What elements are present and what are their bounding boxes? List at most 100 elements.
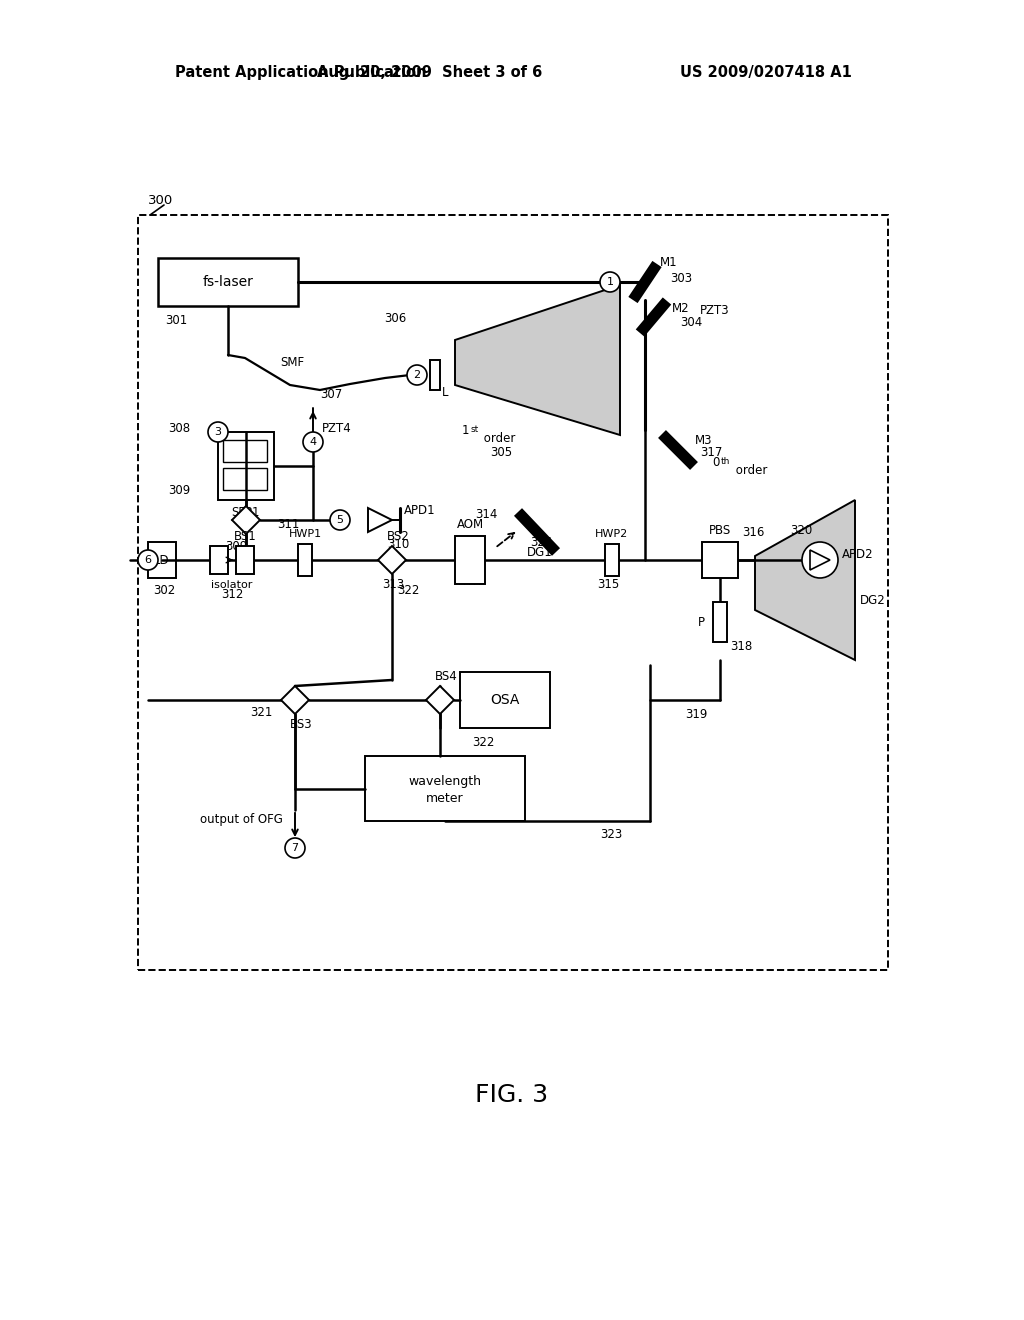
Text: BS3: BS3 bbox=[290, 718, 312, 730]
Text: 323: 323 bbox=[600, 829, 623, 842]
Text: 306: 306 bbox=[384, 312, 407, 325]
Text: isolator: isolator bbox=[211, 579, 253, 590]
Text: 309: 309 bbox=[168, 483, 190, 496]
Text: APD1: APD1 bbox=[404, 503, 435, 516]
Text: 324: 324 bbox=[530, 536, 552, 549]
Text: meter: meter bbox=[426, 792, 464, 805]
Text: 302: 302 bbox=[153, 583, 175, 597]
Text: M2: M2 bbox=[672, 301, 689, 314]
Text: BS2: BS2 bbox=[387, 529, 410, 543]
Text: st: st bbox=[471, 425, 479, 434]
Text: M1: M1 bbox=[660, 256, 678, 268]
Text: 303: 303 bbox=[670, 272, 692, 285]
Text: 305: 305 bbox=[490, 446, 512, 458]
Bar bbox=[223, 440, 267, 462]
Text: 310: 310 bbox=[387, 539, 410, 552]
Circle shape bbox=[407, 366, 427, 385]
Text: HWP2: HWP2 bbox=[595, 529, 629, 539]
Polygon shape bbox=[281, 686, 309, 714]
Text: 307: 307 bbox=[319, 388, 342, 401]
Polygon shape bbox=[232, 506, 260, 535]
Text: US 2009/0207418 A1: US 2009/0207418 A1 bbox=[680, 65, 852, 79]
Text: Aug. 20, 2009  Sheet 3 of 6: Aug. 20, 2009 Sheet 3 of 6 bbox=[317, 65, 543, 79]
Bar bbox=[236, 546, 254, 574]
Polygon shape bbox=[755, 500, 855, 660]
Text: 304: 304 bbox=[680, 317, 702, 330]
Text: 318: 318 bbox=[730, 640, 753, 653]
Text: M3: M3 bbox=[695, 433, 713, 446]
Bar bbox=[460, 672, 550, 729]
Bar bbox=[455, 536, 485, 583]
Text: DG1: DG1 bbox=[527, 545, 553, 558]
Text: 308: 308 bbox=[168, 421, 190, 434]
Bar bbox=[158, 257, 298, 306]
Polygon shape bbox=[368, 508, 392, 532]
Circle shape bbox=[303, 432, 323, 451]
Circle shape bbox=[802, 543, 838, 578]
Text: 312: 312 bbox=[221, 589, 243, 602]
Text: HWP1: HWP1 bbox=[289, 529, 322, 539]
Polygon shape bbox=[378, 546, 406, 574]
Text: 300: 300 bbox=[148, 194, 173, 206]
Text: 4: 4 bbox=[309, 437, 316, 447]
Circle shape bbox=[138, 550, 158, 570]
Text: 6: 6 bbox=[144, 554, 152, 565]
Text: output of OFG: output of OFG bbox=[200, 813, 283, 826]
Text: 0: 0 bbox=[712, 455, 720, 469]
Text: PZT3: PZT3 bbox=[700, 304, 730, 317]
Text: PZT4: PZT4 bbox=[322, 421, 352, 434]
Text: order: order bbox=[480, 432, 515, 445]
Text: 1: 1 bbox=[462, 424, 469, 437]
Bar bbox=[148, 543, 176, 578]
Circle shape bbox=[330, 510, 350, 531]
Text: 322: 322 bbox=[472, 735, 495, 748]
Bar bbox=[430, 360, 440, 389]
Polygon shape bbox=[426, 686, 454, 714]
Bar bbox=[138, 215, 888, 970]
Text: fs-laser: fs-laser bbox=[203, 275, 253, 289]
Bar bbox=[713, 602, 727, 642]
Polygon shape bbox=[455, 285, 620, 436]
Bar bbox=[210, 546, 228, 574]
Bar bbox=[702, 543, 738, 578]
Text: th: th bbox=[721, 458, 730, 466]
Text: FIG. 3: FIG. 3 bbox=[475, 1082, 549, 1107]
Circle shape bbox=[208, 422, 228, 442]
Text: SFP1: SFP1 bbox=[231, 506, 260, 519]
Text: order: order bbox=[732, 463, 767, 477]
Text: APD2: APD2 bbox=[842, 549, 873, 561]
Text: BS4: BS4 bbox=[435, 669, 458, 682]
Circle shape bbox=[285, 838, 305, 858]
Text: 320: 320 bbox=[790, 524, 812, 536]
Bar bbox=[223, 469, 267, 490]
Text: SMF: SMF bbox=[280, 356, 304, 370]
Text: LD: LD bbox=[155, 553, 170, 566]
Bar bbox=[605, 544, 618, 576]
Text: 1: 1 bbox=[606, 277, 613, 286]
Text: 2: 2 bbox=[414, 370, 421, 380]
Text: 321: 321 bbox=[251, 705, 273, 718]
Polygon shape bbox=[810, 550, 830, 570]
Text: 314: 314 bbox=[475, 508, 498, 521]
Text: 315: 315 bbox=[597, 578, 620, 591]
Text: 313: 313 bbox=[382, 578, 404, 591]
Bar bbox=[218, 432, 274, 500]
Text: 322: 322 bbox=[397, 583, 420, 597]
Text: Patent Application Publication: Patent Application Publication bbox=[175, 65, 427, 79]
Bar bbox=[298, 544, 312, 576]
Text: PBS: PBS bbox=[709, 524, 731, 536]
Text: 301: 301 bbox=[165, 314, 187, 326]
Text: L: L bbox=[442, 385, 449, 399]
Text: 311: 311 bbox=[278, 517, 300, 531]
Circle shape bbox=[600, 272, 620, 292]
Text: 5: 5 bbox=[337, 515, 343, 525]
Text: 309: 309 bbox=[225, 540, 247, 553]
Text: P: P bbox=[698, 615, 705, 628]
Text: 319: 319 bbox=[685, 709, 708, 722]
Text: 3: 3 bbox=[214, 426, 221, 437]
Text: BS1: BS1 bbox=[234, 531, 257, 544]
Text: OSA: OSA bbox=[490, 693, 520, 708]
Text: DG2: DG2 bbox=[860, 594, 886, 606]
Text: 7: 7 bbox=[292, 843, 299, 853]
Text: 316: 316 bbox=[742, 527, 764, 540]
